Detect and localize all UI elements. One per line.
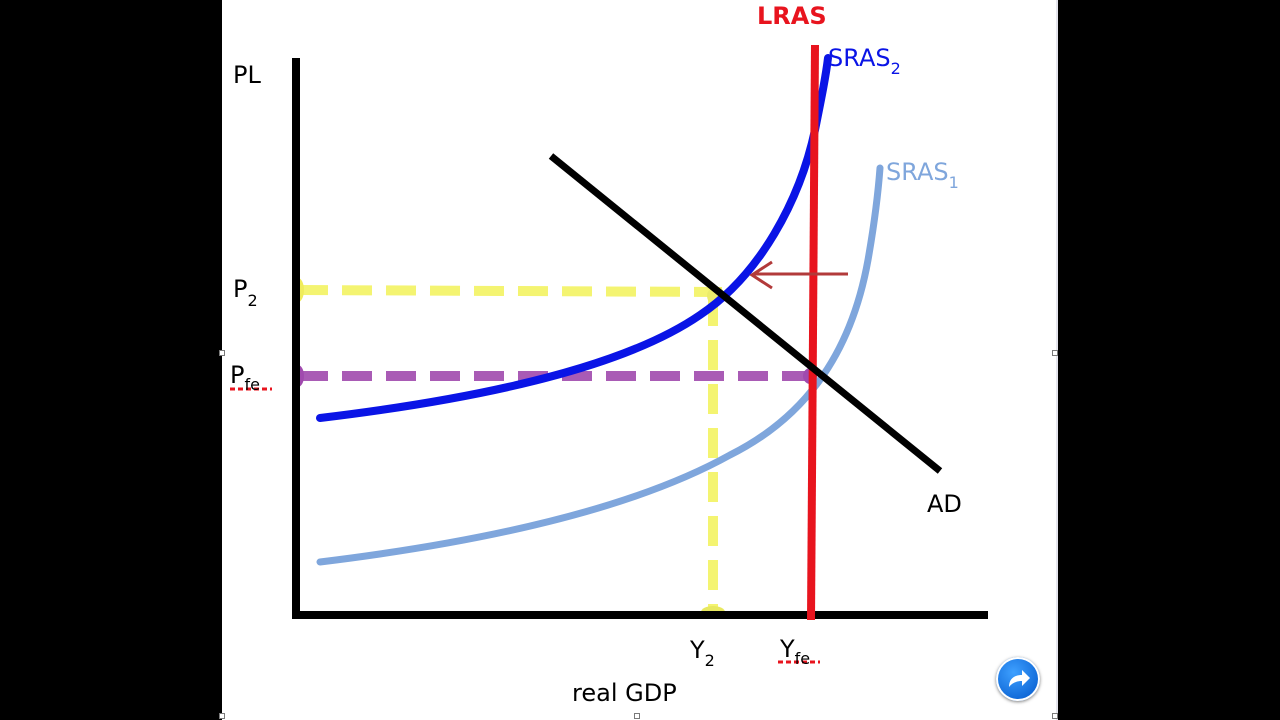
slide-canvas xyxy=(222,0,1058,720)
yfe-label: Yfe xyxy=(779,635,810,668)
lras-line xyxy=(807,44,819,621)
lras-label: LRAS xyxy=(757,2,827,30)
pfe-label: Pfe xyxy=(230,361,260,394)
sras2-label: SRAS2 xyxy=(828,44,901,78)
y2-label: Y2 xyxy=(689,636,715,670)
share-button[interactable] xyxy=(996,657,1040,701)
resize-handle-bottom-left[interactable] xyxy=(219,713,225,719)
resize-handle-right[interactable] xyxy=(1052,350,1058,356)
resize-handle-left[interactable] xyxy=(219,350,225,356)
ad-line xyxy=(548,153,943,474)
p2-guide-line xyxy=(297,285,723,297)
resize-handle-bottom[interactable] xyxy=(634,713,640,719)
share-arrow-icon xyxy=(1009,670,1030,687)
slide-edge xyxy=(1056,0,1058,720)
x-axis-label: real GDP xyxy=(572,679,677,707)
ad-label: AD xyxy=(927,490,962,518)
p2-label: P2 xyxy=(233,275,258,310)
shift-left-arrow xyxy=(749,260,848,290)
sras1-curve xyxy=(316,164,884,566)
y-axis-label: PL xyxy=(233,61,261,89)
sras2-curve xyxy=(316,54,832,422)
resize-handle-bottom-right[interactable] xyxy=(1052,713,1058,719)
sras1-label: SRAS1 xyxy=(886,158,959,192)
